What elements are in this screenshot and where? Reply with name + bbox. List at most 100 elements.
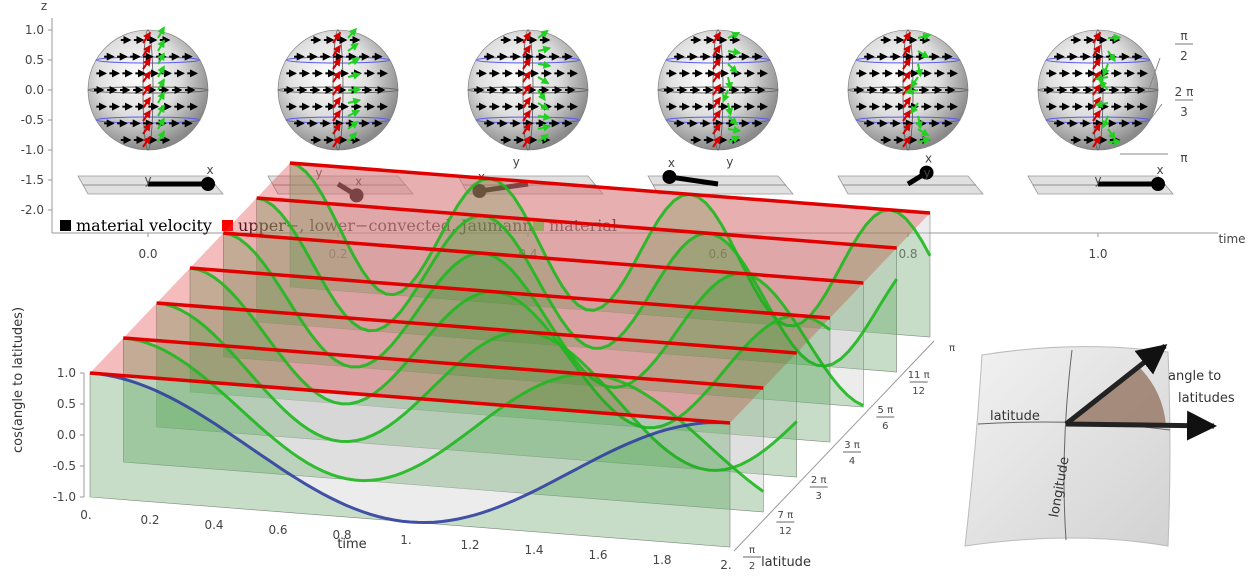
convected-arrow — [522, 57, 531, 70]
material-arrow — [1094, 73, 1109, 82]
material-arrow — [347, 109, 361, 118]
time-tick-label: 1. — [400, 533, 411, 547]
frame-ball — [472, 184, 487, 199]
z-tick-label: 0.0 — [57, 428, 76, 442]
convected-arrow — [1092, 109, 1101, 122]
latitude-label-den: 3 — [1180, 105, 1188, 119]
y-tick-label: 0.5 — [25, 53, 44, 67]
material-arrow — [727, 135, 741, 144]
convected-arrow — [712, 83, 721, 96]
material-arrow — [917, 32, 932, 41]
inset-angle-label-1: angle to — [1168, 369, 1221, 384]
time-tick-label: 2. — [720, 558, 731, 572]
material-curve — [123, 336, 765, 493]
y-tick-label: 1.0 — [25, 23, 44, 37]
time-tick-label: 0.8 — [332, 528, 351, 542]
material-arrow — [1107, 50, 1116, 63]
material-curve — [156, 301, 798, 472]
latitude-tick-den: 12 — [779, 526, 792, 537]
convected-arrow — [712, 109, 721, 122]
time-tick-label: 1.2 — [460, 538, 479, 552]
convected-line — [256, 196, 897, 250]
material-arrow — [727, 125, 742, 134]
frame-y-label: y — [513, 155, 520, 169]
frame-ball — [1151, 177, 1165, 191]
material-arrow — [537, 60, 552, 69]
material-arrow — [727, 63, 738, 74]
sphere-snapshot: xy — [1027, 29, 1174, 195]
material-arrow — [725, 102, 734, 117]
curves — [89, 161, 932, 547]
material-arrow — [157, 78, 165, 91]
convected-arrow — [332, 135, 341, 148]
material-arrow — [915, 63, 924, 78]
material-area — [223, 233, 864, 407]
convected-arrow — [712, 122, 721, 135]
material-arrow — [157, 26, 165, 39]
material-area — [156, 303, 797, 477]
material-arrow — [537, 123, 552, 132]
time-tick-label: 0.6 — [268, 523, 287, 537]
y-tick-label: -1.5 — [21, 173, 44, 187]
frame-ball — [919, 165, 934, 180]
material-arrow — [537, 89, 546, 102]
latitude-tick-num: 5 π — [878, 405, 894, 416]
y-tick-label: -2.0 — [21, 203, 44, 217]
frame-y-label: y — [315, 166, 322, 180]
x-tick-label: 0.8 — [898, 247, 917, 261]
legend-swatch — [60, 220, 71, 231]
material-arrow — [347, 71, 362, 80]
time-planes — [89, 162, 931, 548]
top-chart: z time 1.0 0.5 0.0 -0.5 -1.0 -1.5 -2.0 0.0 0.2 0… — [21, 0, 1246, 261]
leader-line — [1149, 103, 1163, 121]
latitude-tick-num: 3 π — [844, 440, 860, 451]
material-arrow — [725, 76, 734, 91]
convected-arrow — [522, 96, 531, 109]
material-arrow — [347, 97, 362, 106]
material-direction-arrow — [1064, 344, 1168, 426]
material-arrow — [157, 52, 165, 65]
material-arrow — [727, 47, 742, 56]
convected-line — [289, 161, 931, 215]
convected-arrow — [1092, 83, 1101, 96]
convected-arrow — [142, 122, 151, 135]
material-arrow — [904, 86, 919, 95]
material-arrow — [727, 115, 738, 126]
latitude-tick-den: 3 — [815, 491, 821, 502]
frame-y-label: y — [1094, 173, 1101, 187]
material-arrow — [347, 27, 358, 39]
frame-x-label: x — [355, 174, 362, 188]
sphere-snapshots: xyxyxyxyxyxy — [77, 26, 1174, 203]
latitude-tick-num: 2 π — [811, 475, 827, 486]
leader-line — [1147, 57, 1161, 93]
material-arrow — [537, 133, 549, 143]
convected-line — [189, 266, 831, 320]
legend-label: upper−, lower−convected, Jaumann — [238, 216, 533, 235]
convected-arrow — [902, 122, 911, 135]
material-curve — [256, 196, 898, 368]
x-tick-label: 0.6 — [708, 247, 727, 261]
z-axis: 1.0 0.5 0.0 -0.5 -1.0 — [53, 366, 85, 504]
convected-arrow — [332, 83, 341, 96]
material-arrow — [537, 45, 552, 54]
convected-arrow — [142, 109, 151, 122]
time-tick-label: 1.8 — [652, 553, 671, 567]
inset-latitude-label: latitude — [990, 409, 1040, 424]
material-arrow — [157, 104, 165, 117]
latitude-label-num: π — [1180, 151, 1187, 165]
material-arrow — [347, 131, 358, 143]
latitude-axis-line — [733, 340, 935, 552]
convected-arrow — [332, 44, 341, 57]
material-arrow — [1098, 79, 1109, 91]
latitude-tick-den: 4 — [849, 456, 855, 467]
convected-arrow — [142, 83, 151, 96]
material-arrow — [1107, 137, 1122, 146]
convected-arrow — [1092, 122, 1101, 135]
inset-angle-label-2: latitudes — [1178, 391, 1235, 406]
material-arrow — [537, 76, 550, 85]
z-tick-label: -1.0 — [53, 490, 76, 504]
latitude-tick-num: π — [949, 343, 955, 354]
frame-ball — [349, 188, 364, 203]
convected-arrow — [712, 70, 721, 83]
x-tick-label: 0.0 — [138, 247, 157, 261]
